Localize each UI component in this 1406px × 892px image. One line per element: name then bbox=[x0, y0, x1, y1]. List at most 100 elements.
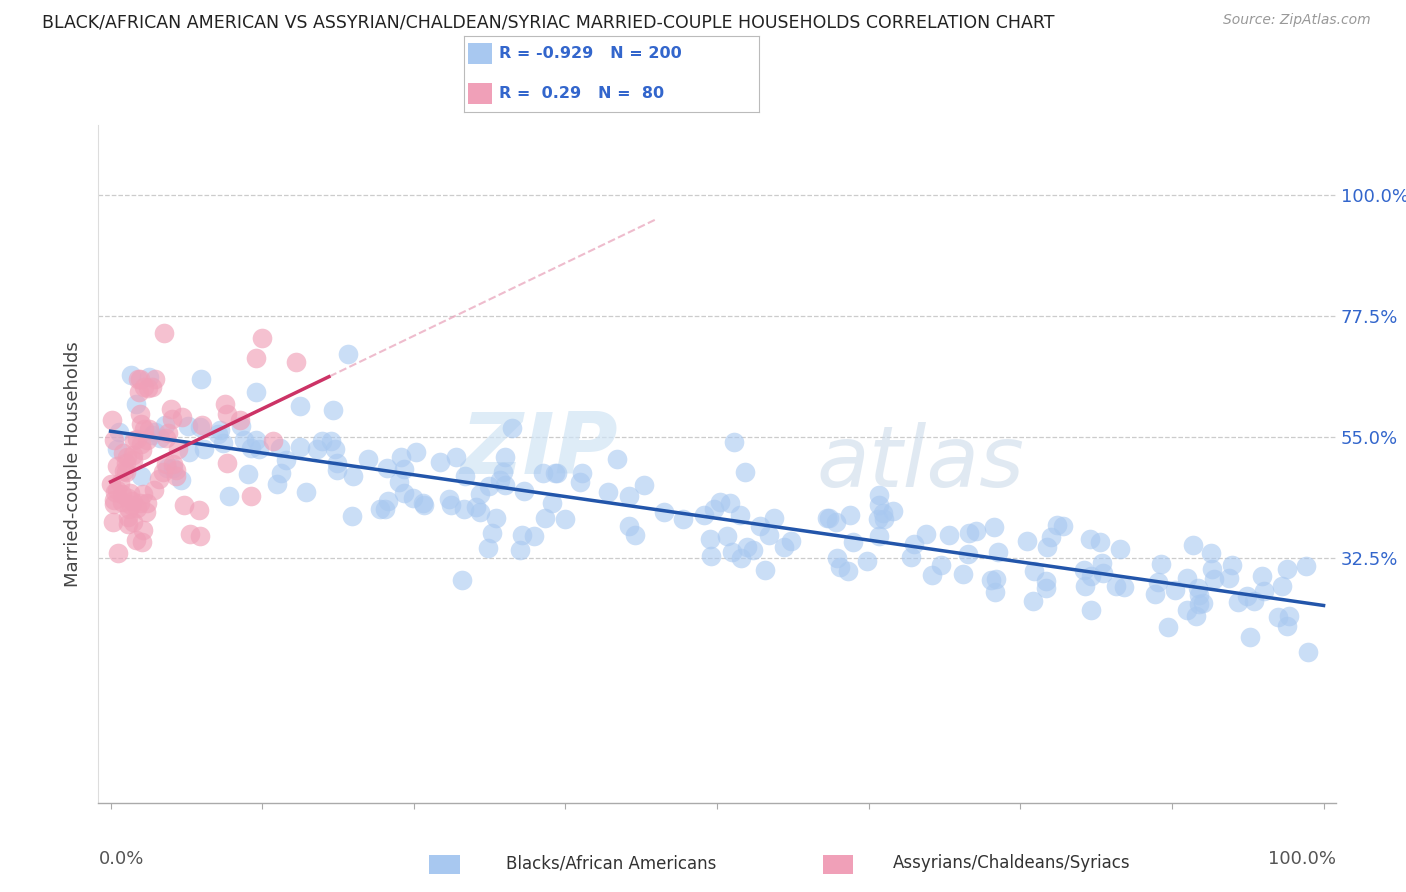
Point bbox=[129, 407, 152, 421]
Point bbox=[1143, 587, 1166, 601]
Point bbox=[1175, 571, 1198, 585]
Point bbox=[111, 486, 134, 500]
Point bbox=[952, 566, 974, 581]
Point bbox=[868, 529, 890, 543]
Text: Assyrians/Chaldeans/Syriacs: Assyrians/Chaldeans/Syriacs bbox=[893, 855, 1130, 872]
Point bbox=[105, 442, 128, 457]
Point bbox=[135, 505, 157, 519]
Point bbox=[128, 496, 150, 510]
Point bbox=[124, 396, 146, 410]
Point bbox=[284, 354, 307, 368]
Point bbox=[1052, 519, 1074, 533]
Point bbox=[464, 500, 486, 514]
Point bbox=[1188, 597, 1211, 611]
Point bbox=[980, 574, 1002, 588]
Point bbox=[389, 450, 412, 465]
Point bbox=[141, 428, 163, 442]
Point bbox=[170, 410, 193, 425]
Point bbox=[127, 372, 149, 386]
Point bbox=[155, 458, 177, 472]
Point bbox=[319, 434, 342, 449]
Point bbox=[170, 473, 193, 487]
Point bbox=[405, 445, 427, 459]
Point bbox=[513, 483, 536, 498]
Point bbox=[100, 476, 122, 491]
Point bbox=[122, 515, 145, 529]
Point bbox=[270, 466, 292, 480]
Point bbox=[723, 435, 745, 450]
Point bbox=[440, 499, 463, 513]
Point bbox=[193, 442, 215, 457]
Point bbox=[1156, 619, 1178, 633]
Point bbox=[716, 529, 738, 543]
Point bbox=[984, 573, 1007, 587]
Point bbox=[544, 466, 567, 480]
Point bbox=[388, 475, 411, 489]
Point bbox=[105, 459, 128, 474]
Point bbox=[323, 442, 346, 457]
Point bbox=[295, 485, 318, 500]
Point bbox=[872, 506, 894, 520]
Point bbox=[1080, 603, 1102, 617]
Point bbox=[546, 466, 568, 480]
Point bbox=[392, 461, 415, 475]
Point bbox=[534, 510, 557, 524]
Point bbox=[1091, 566, 1114, 580]
Point bbox=[374, 502, 396, 516]
Point bbox=[824, 515, 846, 529]
Point bbox=[190, 371, 212, 385]
Point bbox=[540, 496, 562, 510]
Point bbox=[159, 401, 181, 416]
Point bbox=[1112, 580, 1135, 594]
Point bbox=[155, 431, 177, 445]
Point bbox=[207, 427, 229, 442]
Point bbox=[1022, 593, 1045, 607]
Point bbox=[114, 456, 136, 470]
Point bbox=[120, 498, 142, 512]
Point bbox=[121, 448, 143, 462]
Point bbox=[155, 418, 177, 433]
Point bbox=[571, 466, 593, 480]
Point bbox=[1188, 588, 1211, 602]
Point bbox=[111, 494, 134, 508]
Point bbox=[1035, 581, 1057, 595]
Y-axis label: Married-couple Households: Married-couple Households bbox=[65, 341, 83, 587]
Point bbox=[1278, 609, 1301, 624]
Point bbox=[468, 505, 491, 519]
Point bbox=[1036, 540, 1059, 554]
Point bbox=[1073, 563, 1095, 577]
Point bbox=[342, 469, 364, 483]
Point bbox=[340, 509, 363, 524]
Point bbox=[357, 451, 380, 466]
Point bbox=[623, 528, 645, 542]
Point bbox=[523, 529, 546, 543]
Point bbox=[882, 504, 904, 518]
Point bbox=[288, 440, 311, 454]
Point bbox=[245, 351, 267, 365]
Point bbox=[209, 423, 232, 437]
Point bbox=[488, 473, 510, 487]
Point bbox=[138, 422, 160, 436]
Point bbox=[276, 452, 298, 467]
Point bbox=[839, 508, 862, 523]
Point bbox=[1236, 589, 1258, 603]
Point bbox=[734, 465, 756, 479]
Point bbox=[412, 496, 434, 510]
Point bbox=[965, 524, 987, 539]
Point bbox=[108, 476, 131, 491]
Point bbox=[143, 372, 166, 386]
Point bbox=[117, 491, 139, 506]
Point bbox=[984, 584, 1007, 599]
Point bbox=[903, 537, 925, 551]
Text: Source: ZipAtlas.com: Source: ZipAtlas.com bbox=[1223, 13, 1371, 28]
Point bbox=[190, 420, 212, 434]
Point bbox=[162, 458, 184, 472]
Bar bbox=[468, 44, 492, 64]
Point bbox=[131, 469, 153, 483]
Point bbox=[1201, 561, 1223, 575]
Point bbox=[437, 491, 460, 506]
Point bbox=[135, 434, 157, 448]
Point bbox=[633, 477, 655, 491]
Point bbox=[1088, 535, 1111, 549]
Point bbox=[1164, 582, 1187, 597]
